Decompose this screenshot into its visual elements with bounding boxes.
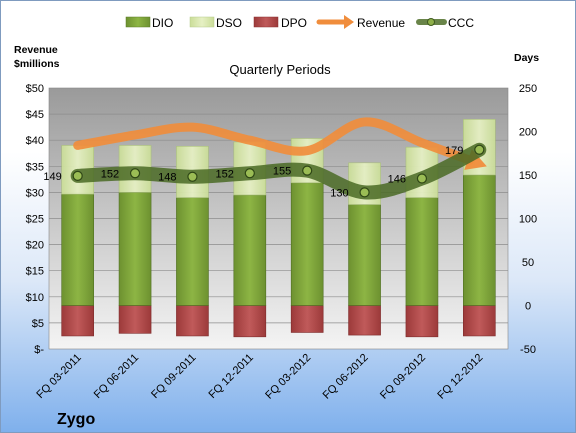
right-tick-label: 100: [519, 214, 537, 226]
bar-dpo: [348, 305, 381, 336]
bar-dpo: [290, 305, 324, 333]
bar-dio: [61, 193, 94, 306]
right-tick-label: 50: [522, 257, 534, 269]
left-tick-label: $10: [26, 292, 44, 304]
legend-label-dio: DIO: [152, 16, 173, 30]
ccc-marker: [187, 171, 198, 182]
ccc-data-label: 146: [388, 173, 406, 185]
bar-dio: [118, 192, 152, 306]
x-tick-label: FQ 06-2011: [92, 352, 141, 401]
left-tick-label: $20: [26, 240, 44, 252]
bar-dpo: [405, 305, 439, 338]
bars: [61, 119, 496, 338]
bar-dpo: [463, 305, 496, 337]
ccc-data-label: 149: [43, 171, 61, 183]
ccc-series: [70, 142, 487, 200]
left-tick-label: $-: [34, 344, 44, 356]
ccc-data-labels: 149 152 148 152 155 130 146 179: [43, 145, 463, 200]
left-tick-label: $45: [26, 109, 44, 121]
x-tick-label: FQ 09-2012: [378, 352, 428, 402]
x-tick-label: FQ 09-2011: [149, 352, 198, 401]
bar-dpo: [176, 305, 209, 337]
legend-label-revenue: Revenue: [357, 16, 405, 30]
right-axis-ticks: -50 0 50 100 150 200 250: [519, 83, 537, 356]
ccc-marker: [474, 144, 485, 155]
left-tick-label: $30: [26, 187, 44, 199]
x-axis-labels: FQ 03-2011 FQ 06-2011 FQ 09-2011 FQ 12-2011…: [34, 352, 485, 402]
legend-label-dpo: DPO: [281, 16, 307, 30]
ccc-data-label: 155: [273, 166, 291, 178]
right-tick-label: 200: [519, 127, 537, 139]
ccc-marker: [72, 170, 83, 181]
right-tick-label: -50: [520, 344, 536, 356]
chart-title: Quarterly Periods: [229, 62, 331, 77]
right-tick-label: 150: [519, 170, 537, 182]
bar-dio: [233, 194, 267, 306]
x-tick-label: FQ 12-2012: [435, 352, 485, 402]
left-axis-title-line1: Revenue: [14, 44, 58, 56]
legend: DIO DSO DPO Revenue CCC: [125, 15, 474, 30]
right-tick-label: 0: [525, 301, 531, 313]
left-axis-title-line2: $millions: [14, 58, 60, 70]
legend-swatch-ccc: [416, 18, 447, 26]
ccc-data-label: 130: [330, 187, 348, 199]
ccc-marker: [416, 173, 428, 184]
x-tick-label: FQ 12-2011: [207, 352, 256, 401]
legend-swatch-revenue: [316, 15, 354, 29]
company-name: Zygo: [57, 411, 95, 428]
ccc-data-label: 148: [158, 172, 176, 184]
ccc-data-label: 152: [101, 168, 119, 180]
ccc-data-label: 152: [215, 168, 233, 180]
bar-dpo: [233, 305, 267, 338]
x-tick-label: FQ 03-2012: [263, 352, 313, 402]
legend-swatch-dio: [125, 16, 151, 28]
x-tick-label: FQ 06-2012: [321, 352, 371, 402]
bar-dpo: [118, 305, 152, 334]
x-tick-label: FQ 03-2011: [34, 352, 83, 401]
left-tick-label: $40: [26, 135, 44, 147]
left-axis-ticks: $- $5 $10 $15 $20 $25 $30 $35 $40 $45 $50: [26, 83, 45, 356]
bar-dio: [405, 197, 439, 306]
left-tick-label: $5: [32, 318, 44, 330]
left-tick-label: $50: [26, 83, 44, 95]
bar-dio: [290, 182, 324, 306]
revenue-line: [73, 117, 475, 165]
legend-label-dso: DSO: [216, 16, 242, 30]
ccc-marker: [129, 168, 141, 179]
bar-dpo: [61, 305, 94, 337]
ccc-data-label: 179: [445, 145, 463, 157]
bar-dio: [348, 204, 381, 306]
left-tick-label: $35: [26, 161, 44, 173]
legend-swatch-dso: [189, 16, 215, 28]
bar-dio: [176, 197, 209, 306]
ccc-marker: [359, 187, 370, 198]
left-tick-label: $15: [26, 266, 44, 278]
legend-swatch-dpo: [253, 16, 279, 28]
ccc-marker: [302, 165, 313, 176]
right-axis-title: Days: [514, 52, 539, 64]
bar-dio: [463, 174, 496, 306]
legend-label-ccc: CCC: [448, 16, 474, 30]
right-tick-label: 250: [519, 83, 537, 95]
left-tick-label: $25: [26, 214, 44, 226]
ccc-marker: [244, 168, 255, 179]
